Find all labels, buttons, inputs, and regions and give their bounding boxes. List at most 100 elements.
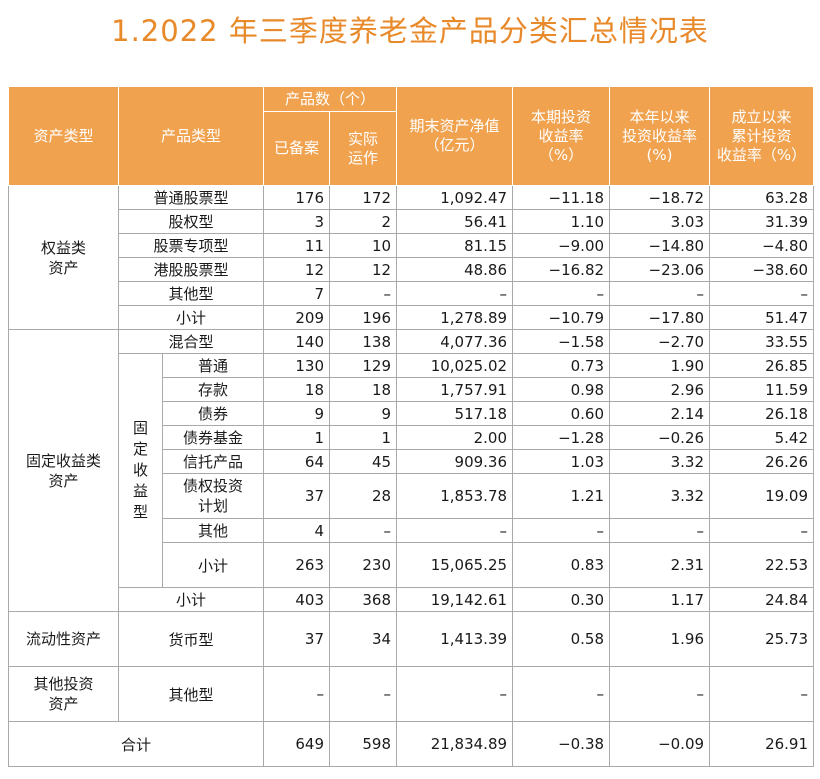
nav-cell: 19,142.61 [396,587,514,612]
total-label: 合计 [7,721,265,767]
header-ytd-return: 本年以来 投资收益率 (%) [609,86,711,186]
filed-cell: 12 [263,257,331,282]
product-type-cell: 普通 [161,353,265,378]
total-row: 合计 649 598 21,834.89 −0.38 −0.09 26.91 [7,721,815,767]
filed-cell: 140 [263,329,331,354]
actual-cell: 45 [329,449,398,474]
product-type-cell: 小计 [117,587,265,612]
header-actual: 实际 运作 [329,111,398,186]
product-type-cell: 小计 [117,305,265,330]
actual-cell: 138 [329,329,398,354]
period-return-cell: −0.38 [512,721,611,767]
nav-cell: 1,278.89 [396,305,514,330]
inception-return-cell: – [709,666,815,722]
ytd-return-cell: −18.72 [609,185,711,210]
product-type-cell: 股权型 [117,209,265,234]
header-inception-return: 成立以来 累计投资 收益率（%） [709,86,815,186]
nav-cell: 1,757.91 [396,377,514,402]
inception-return-cell: 25.73 [709,611,815,667]
period-return-cell: – [512,518,611,543]
ytd-return-cell: – [609,518,711,543]
header-nav: 期末资产净值 （亿元） [396,86,514,186]
ytd-return-cell: 2.14 [609,401,711,426]
filed-cell: 263 [263,542,331,588]
header-filed: 已备案 [263,111,331,186]
inception-return-cell: 24.84 [709,587,815,612]
period-return-cell: −10.79 [512,305,611,330]
product-type-cell: 小计 [161,542,265,588]
actual-cell: – [329,518,398,543]
actual-cell: 129 [329,353,398,378]
nav-cell: 1,092.47 [396,185,514,210]
nav-cell: 81.15 [396,233,514,258]
period-return-cell: −1.28 [512,425,611,450]
filed-cell: 9 [263,401,331,426]
product-type-cell: 其他型 [117,281,265,306]
inception-return-cell: 5.42 [709,425,815,450]
filed-cell: 649 [263,721,331,767]
nav-cell: 21,834.89 [396,721,514,767]
table-row: 债券 9 9 517.18 0.60 2.14 26.18 [9,401,815,426]
period-return-cell: −9.00 [512,233,611,258]
pension-product-summary-table: 资产类型 产品类型 产品数（个） 期末资产净值 （亿元） 本期投资 收益率 （%） 本… [7,86,815,767]
filed-cell: 4 [263,518,331,543]
inception-return-cell: 22.53 [709,542,815,588]
ytd-return-cell: – [609,666,711,722]
actual-cell: 12 [329,257,398,282]
period-return-cell: 0.30 [512,587,611,612]
actual-cell: 172 [329,185,398,210]
inception-return-cell: −38.60 [709,257,815,282]
nav-cell: 517.18 [396,401,514,426]
product-type-cell: 债券 [161,401,265,426]
ytd-return-cell: 1.17 [609,587,711,612]
inception-return-cell: 63.28 [709,185,815,210]
inception-return-cell: 51.47 [709,305,815,330]
subtotal-row: 小计 403 368 19,142.61 0.30 1.17 24.84 [9,587,815,612]
filed-cell: 18 [263,377,331,402]
actual-cell: 368 [329,587,398,612]
period-return-cell: −11.18 [512,185,611,210]
actual-cell: – [329,281,398,306]
ytd-return-cell: 3.32 [609,449,711,474]
actual-cell: 9 [329,401,398,426]
nav-cell: 10,025.02 [396,353,514,378]
product-type-cell: 存款 [161,377,265,402]
nav-cell: 4,077.36 [396,329,514,354]
asset-type-other: 其他投资 资产 [8,666,119,722]
product-type-cell: 港股股票型 [117,257,265,282]
inception-return-cell: 26.26 [709,449,815,474]
period-return-cell: −1.58 [512,329,611,354]
actual-cell: 1 [329,425,398,450]
product-type-cell: 股票专项型 [117,233,265,258]
table-row: 其他投资 资产 其他型 – – – – – – [8,666,815,722]
table-row: 信托产品 64 45 909.36 1.03 3.32 26.26 [9,449,815,474]
nav-cell: 1,853.78 [396,473,514,519]
ytd-return-cell: 2.31 [609,542,711,588]
subtotal-row: 小计 209 196 1,278.89 −10.79 −17.80 51.47 [9,305,815,330]
filed-cell: 11 [263,233,331,258]
inception-return-cell: 26.85 [709,353,815,378]
nav-cell: 56.41 [396,209,514,234]
fixed-income-type-label: 固定收益型 [118,353,163,588]
filed-cell: 3 [263,209,331,234]
filed-cell: 64 [263,449,331,474]
filed-cell: 1 [263,425,331,450]
period-return-cell: 1.03 [512,449,611,474]
inception-return-cell: −4.80 [709,233,815,258]
period-return-cell: 0.83 [512,542,611,588]
nav-cell: – [396,281,514,306]
ytd-return-cell: −17.80 [609,305,711,330]
ytd-return-cell: 3.32 [609,473,711,519]
nav-cell: 48.86 [396,257,514,282]
period-return-cell: 0.98 [512,377,611,402]
table-row: 港股股票型 12 12 48.86 −16.82 −23.06 −38.60 [9,257,815,282]
period-return-cell: 1.10 [512,209,611,234]
period-return-cell: – [512,281,611,306]
nav-cell: 909.36 [396,449,514,474]
table-row: 其他型 7 – – – – – [9,281,815,306]
table-row: 股票专项型 11 10 81.15 −9.00 −14.80 −4.80 [9,233,815,258]
nav-cell: 15,065.25 [396,542,514,588]
period-return-cell: 0.60 [512,401,611,426]
filed-cell: 130 [263,353,331,378]
product-type-cell: 信托产品 [161,449,265,474]
